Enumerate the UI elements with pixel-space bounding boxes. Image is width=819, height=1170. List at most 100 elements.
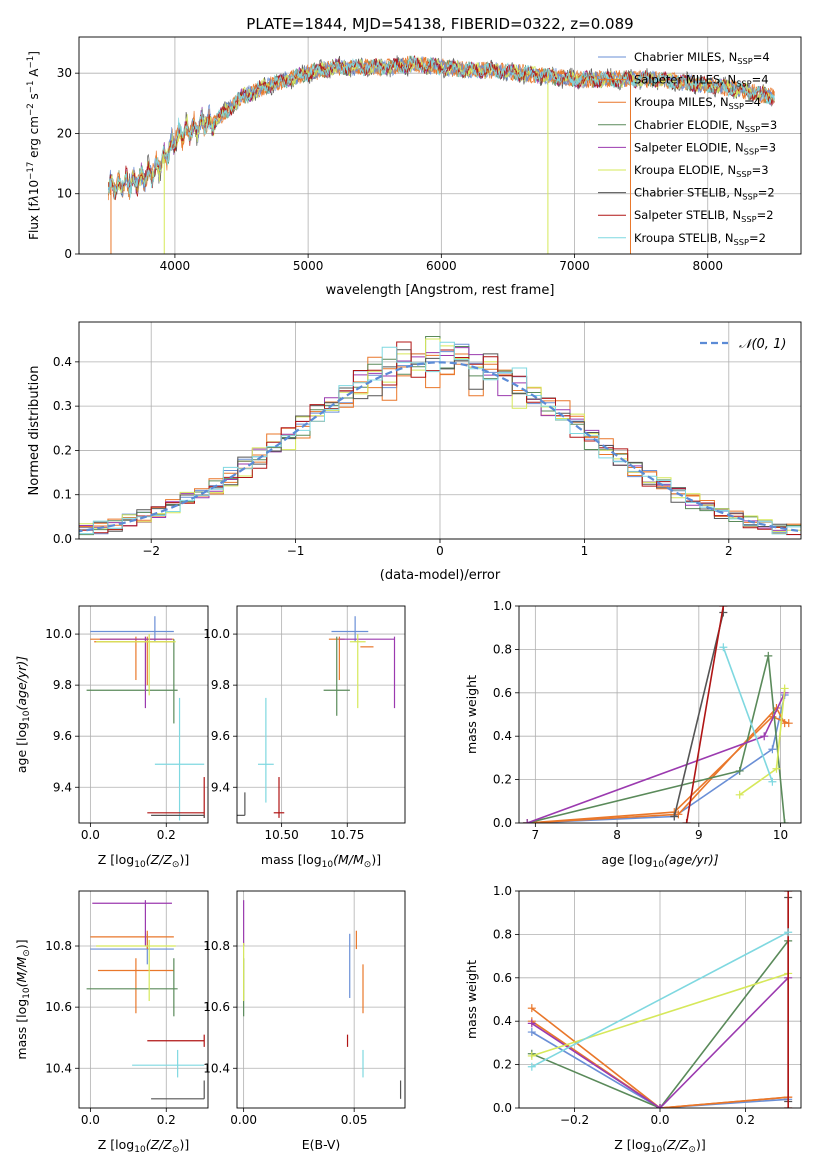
series-marker [735, 790, 744, 799]
errorbar-chabrier-stelib [151, 1080, 205, 1100]
series-marker [784, 928, 793, 937]
x-tick-label: 7000 [559, 259, 590, 273]
x-tick-label: 0.2 [157, 1113, 176, 1127]
errorbar-kroupa-elodie [96, 939, 176, 1002]
label-part: =3 [759, 140, 776, 154]
age-vs-Z-panel: 0.0 0.2 9.4 9.6 9.8 10.0 [45, 605, 209, 842]
label-part: SSP [744, 146, 759, 156]
y-tick-label: 10.4 [203, 1061, 230, 1075]
y-tick-label: 1.0 [493, 599, 512, 613]
series-line [527, 715, 789, 823]
series-line [531, 1031, 789, 1108]
series-marker [527, 1062, 536, 1071]
plot-area [527, 891, 793, 1108]
x-axis-label: Z [log10(Z/Z⊙)] [98, 1137, 189, 1155]
series-kroupa-stelib [719, 643, 777, 786]
label-part: (age/yr)] [664, 852, 719, 867]
y-tick-label: 0.0 [493, 816, 512, 830]
x-tick-label: 6000 [426, 259, 457, 273]
y-axis-label: mass [log10(M/M⊙)] [14, 939, 32, 1059]
series-line [531, 1020, 789, 1108]
spectrum-line-chabrier-miles [107, 56, 775, 197]
y-tick-label: 0.6 [493, 971, 512, 985]
histogram-kroupa-stelib [79, 341, 801, 536]
errorbar-salpeter-stelib [147, 1034, 205, 1047]
label-part: =4 [753, 50, 770, 64]
errorbar-chabrier-elodie [323, 636, 350, 716]
series-marker [682, 819, 691, 823]
x-axis-label: wavelength [Angstrom, rest frame] [326, 283, 555, 298]
label-part: )] [14, 939, 29, 949]
label-part: ⊙ [172, 1145, 180, 1155]
label-part: (0, 1) [751, 337, 786, 352]
axes-frame [78, 890, 209, 1109]
label-part: 10 [653, 860, 665, 870]
label-part: (M/M [14, 957, 29, 988]
series-marker [780, 819, 789, 823]
series-salpeter-elodie [523, 688, 789, 823]
gaussian-reference-curve [79, 361, 801, 533]
label-part: SSP [741, 214, 756, 224]
label-part: )] [179, 1137, 189, 1152]
legend: 𝒩(0, 1) [700, 337, 786, 352]
y-axis-label: Flux [fλ10−17 erg cm−2 s−1 A−1] [26, 51, 41, 240]
x-tick-label: 8 [613, 828, 621, 842]
series-marker [784, 891, 793, 895]
series-marker [768, 745, 777, 754]
label-part: ⊙ [22, 949, 32, 957]
y-axis-label: age [log10(age/yr)] [14, 656, 32, 773]
x-tick-label: 7 [532, 828, 540, 842]
series-line [673, 612, 725, 817]
series-marker [780, 719, 789, 728]
label-part: SSP [737, 56, 752, 66]
y-tick-label: 10 [57, 187, 72, 201]
y-tick-label: 0 [64, 247, 72, 261]
residuals-panel: −2 −1 0 1 2 0.0 0.1 0.2 0.3 0.4 [53, 321, 802, 558]
label-part: −17 [26, 162, 36, 180]
spectrum-panel: 4000 5000 6000 7000 8000 0 10 20 30 [57, 36, 802, 273]
errorbar-kroupa-miles [94, 636, 174, 686]
x-tick-label: 2 [725, 544, 733, 558]
x-axis-label: Z [log10(Z/Z⊙)] [614, 1137, 705, 1155]
y-tick-label: 0.1 [53, 488, 72, 502]
series-kroupa-elodie [735, 684, 789, 799]
massweight-vs-Z-panel: −0.2 0.0 0.2 0.0 0.2 0.4 0.6 0.8 1.0 [493, 884, 802, 1127]
errorbar-chabrier-miles [90, 933, 174, 965]
label-part: 10 [22, 987, 32, 999]
label-part: −1 [26, 81, 36, 94]
massweight-vs-age-panel: 7 8 9 10 0.0 0.2 0.4 0.6 0.8 1.0 [493, 599, 802, 842]
label-part: SSP [742, 192, 757, 202]
axes-frame [78, 36, 802, 255]
y-tick-label: 0.2 [493, 773, 512, 787]
label-part: −1 [26, 56, 36, 69]
x-tick-label: 10.75 [330, 828, 364, 842]
x-tick-label: 0.05 [341, 1113, 368, 1127]
axes-frame [518, 605, 802, 824]
errorbar-salpeter-miles [90, 636, 174, 681]
series-line [685, 606, 725, 823]
series-line [531, 931, 789, 1068]
plot-area [86, 900, 205, 1100]
label-part: Kroupa ELODIE, N [634, 163, 736, 177]
grid [237, 606, 405, 823]
legend-label: Chabrier MILES, NSSP=4 [634, 50, 770, 66]
label-part: −2 [26, 103, 36, 116]
y-tick-label: 10.8 [203, 939, 230, 953]
legend-label: Salpeter STELIB, NSSP=2 [634, 208, 774, 224]
errorbar-kroupa-elodie [96, 634, 176, 696]
legend-label: Chabrier STELIB, NSSP=2 [634, 186, 775, 202]
mass-vs-Z-panel: 0.0 0.2 10.4 10.6 10.8 [45, 890, 209, 1127]
label-part: erg cm [27, 116, 41, 162]
label-part: Kroupa MILES, N [634, 95, 729, 109]
series-marker [768, 777, 777, 786]
label-part: Z [log [98, 1137, 134, 1152]
label-part: A [27, 68, 41, 81]
x-tick-label: 8000 [692, 259, 723, 273]
series-kroupa-stelib [527, 928, 793, 1071]
label-part: 10 [134, 1145, 146, 1155]
spectrum-line-kroupa-stelib [107, 55, 775, 199]
errorbar-chabrier-miles [331, 616, 369, 642]
errorbar-kroupa-stelib [154, 697, 205, 821]
